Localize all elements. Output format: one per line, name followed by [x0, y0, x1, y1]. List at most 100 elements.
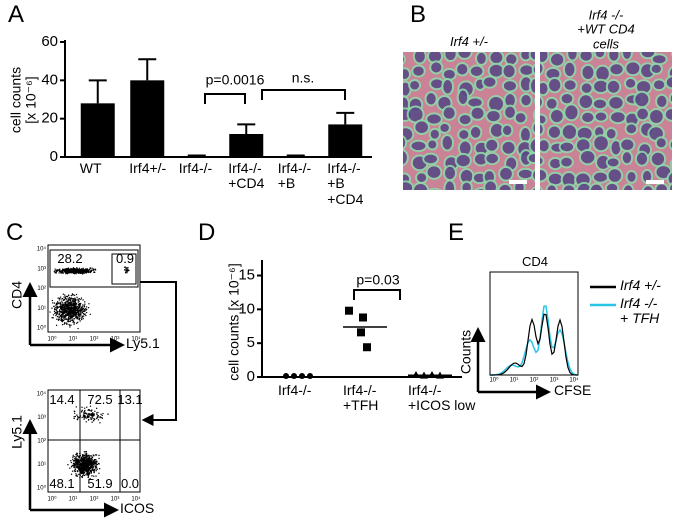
- cell: [623, 76, 638, 90]
- event: [86, 269, 89, 271]
- event: [82, 304, 84, 306]
- event: [126, 272, 128, 274]
- cell: [607, 52, 621, 63]
- event: [78, 309, 80, 312]
- event: [80, 459, 83, 462]
- event: [97, 419, 100, 421]
- event: [83, 463, 86, 466]
- event: [68, 311, 71, 314]
- event: [79, 313, 82, 315]
- cell: [648, 108, 665, 126]
- x-axis-label: Ly5.1: [126, 335, 160, 351]
- event: [61, 297, 64, 300]
- x-tick-label: 10²: [530, 378, 539, 384]
- event: [61, 312, 63, 314]
- event: [66, 323, 68, 325]
- x-tick-label: 10³: [111, 337, 120, 343]
- event: [51, 299, 54, 302]
- cell: [649, 150, 667, 168]
- event: [72, 456, 74, 458]
- event: [66, 304, 69, 306]
- cell: [624, 122, 639, 136]
- y-tick-label: 10⁰: [37, 325, 47, 332]
- event: [57, 269, 59, 271]
- cell: [621, 183, 635, 190]
- x-tick-label: 10²: [90, 497, 99, 503]
- event: [61, 309, 64, 311]
- cell: [497, 182, 513, 190]
- event: [83, 313, 86, 316]
- event: [77, 417, 79, 419]
- event: [72, 267, 75, 270]
- event: [82, 318, 84, 320]
- event: [87, 476, 90, 478]
- cell: [580, 110, 596, 125]
- event: [94, 410, 96, 412]
- cell: [500, 139, 517, 156]
- cell: [673, 122, 677, 132]
- event: [83, 462, 86, 464]
- event: [84, 453, 86, 455]
- event: [68, 296, 71, 299]
- event: [85, 457, 87, 459]
- event: [81, 311, 84, 314]
- cell: [516, 167, 535, 181]
- event: [53, 270, 56, 273]
- event: [54, 312, 56, 315]
- gate-value: 72.5: [87, 391, 113, 407]
- event: [97, 411, 99, 414]
- event: [82, 299, 84, 301]
- event: [55, 272, 57, 274]
- histogram-title: CD4: [521, 253, 549, 269]
- cell: [619, 137, 636, 153]
- event: [90, 464, 92, 466]
- x-tick-label: 10³: [550, 378, 559, 384]
- event: [69, 324, 71, 326]
- event: [77, 298, 79, 300]
- event: [72, 304, 74, 306]
- event: [90, 472, 92, 474]
- gate-value: 48.1: [49, 475, 75, 491]
- cell: [593, 52, 607, 60]
- y-tick-label: 10³: [37, 415, 46, 421]
- event: [59, 301, 61, 303]
- y-tick-label: 0: [50, 148, 58, 165]
- event: [89, 267, 91, 270]
- event: [88, 409, 91, 412]
- dot: [363, 343, 371, 352]
- cell: [403, 67, 412, 81]
- event: [83, 464, 86, 467]
- event: [87, 418, 90, 421]
- event: [72, 321, 74, 323]
- event: [72, 309, 74, 311]
- cell: [624, 60, 642, 77]
- event: [84, 269, 86, 272]
- cell: [592, 134, 610, 153]
- event: [92, 467, 94, 469]
- event: [93, 475, 95, 477]
- cell: [540, 168, 549, 183]
- cell: [531, 168, 535, 182]
- plot-frame: [489, 271, 579, 376]
- event: [80, 307, 82, 310]
- cell: [528, 77, 535, 95]
- event: [68, 268, 71, 271]
- event: [75, 465, 78, 467]
- event: [85, 308, 88, 311]
- event: [67, 317, 70, 319]
- event: [82, 415, 85, 418]
- y-axis-label: CD4: [8, 280, 25, 310]
- cell: [429, 60, 444, 75]
- event: [65, 309, 68, 312]
- cell: [457, 128, 471, 141]
- event: [81, 270, 83, 273]
- event: [89, 270, 91, 272]
- event: [60, 298, 62, 300]
- event: [91, 416, 94, 418]
- event: [126, 269, 128, 272]
- event: [56, 318, 58, 320]
- event: [84, 409, 86, 412]
- event: [83, 467, 85, 470]
- event: [90, 470, 92, 473]
- event: [89, 469, 92, 472]
